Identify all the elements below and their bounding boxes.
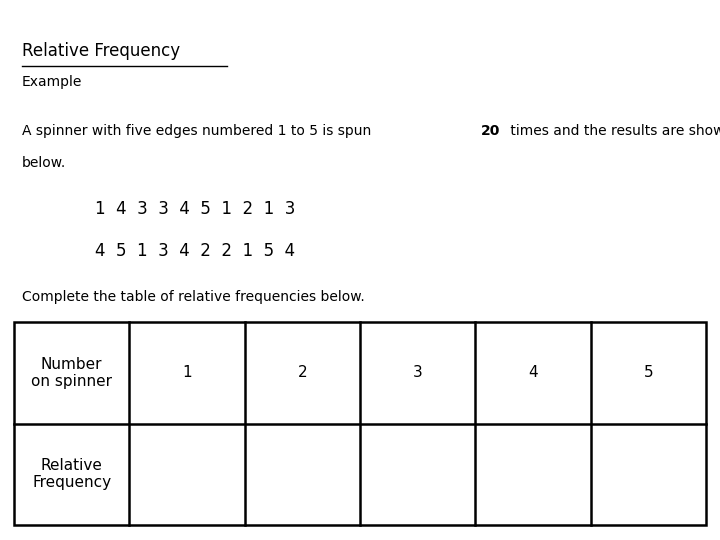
Text: below.: below. <box>22 156 66 170</box>
Text: Example: Example <box>22 75 82 89</box>
Text: Complete the table of relative frequencies below.: Complete the table of relative frequenci… <box>22 290 365 304</box>
Text: times and the results are shown: times and the results are shown <box>506 124 720 138</box>
Text: Relative Frequency: Relative Frequency <box>22 42 180 60</box>
Bar <box>14 322 706 525</box>
Text: 5: 5 <box>644 365 653 380</box>
Text: 1  4  3  3  4  5  1  2  1  3: 1 4 3 3 4 5 1 2 1 3 <box>95 200 295 218</box>
Text: 2: 2 <box>297 365 307 380</box>
Text: 4  5  1  3  4  2  2  1  5  4: 4 5 1 3 4 2 2 1 5 4 <box>95 242 295 260</box>
Text: 20: 20 <box>481 124 500 138</box>
Text: 4: 4 <box>528 365 538 380</box>
Text: A spinner with five edges numbered 1 to 5 is spun: A spinner with five edges numbered 1 to … <box>22 124 376 138</box>
Text: 3: 3 <box>413 365 423 380</box>
Text: Relative
Frequency: Relative Frequency <box>32 458 111 490</box>
Text: Number
on spinner: Number on spinner <box>31 356 112 389</box>
Text: 1: 1 <box>182 365 192 380</box>
